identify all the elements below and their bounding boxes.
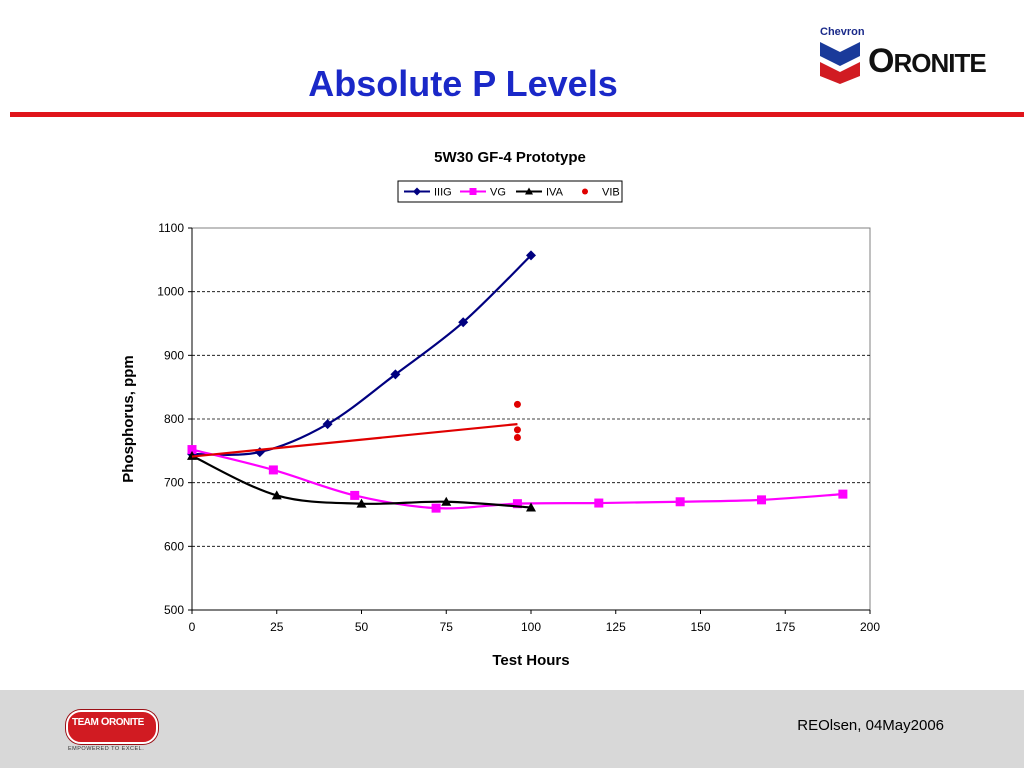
team-wordmark: TEAM ORONITE [72,716,144,728]
legend-label-vg: VG [490,187,506,199]
x-tick-label: 175 [775,620,795,634]
y-tick-label: 500 [164,603,184,617]
y-tick-label: 900 [164,348,184,362]
chevron-icon [819,42,861,84]
point-vg [187,445,197,455]
point-iva [441,496,452,506]
chevron-wordmark: Chevron [820,26,865,38]
x-tick-label: 100 [521,620,541,634]
legend-label-vib: VIB [602,187,620,199]
point-iva [526,502,536,512]
chevron-oronite-logo: Chevron ORONITE [818,26,1008,86]
oronite-initial: O [868,42,894,80]
x-tick-label: 75 [440,620,454,634]
team-oronite-logo: TEAM ORONITE EMPOWERED TO EXCEL. [66,710,162,754]
x-tick-label: 0 [189,620,196,634]
legend-box [397,180,623,203]
point-iiig [526,250,536,261]
point-vib [513,400,521,408]
footer-band [0,690,1024,768]
point-vg [838,489,848,499]
y-tick-label: 800 [164,412,184,426]
x-axis-label: Test Hours [492,652,569,669]
y-axis-label: Phosphorus, ppm [120,355,137,483]
point-iiig [322,419,333,430]
point-iva [271,490,282,500]
y-tick-label: 1000 [157,285,184,299]
y-tick-label: 600 [164,539,184,553]
team-tagline: EMPOWERED TO EXCEL. [68,746,145,752]
chart: 5W30 GF-4 Prototype 500 600 700 800 900 1000 11… [100,140,920,675]
oronite-wordmark: ORONITE [868,42,987,82]
legend-marker-iva [525,187,533,195]
point-vg [512,499,522,509]
point-vg [350,490,360,500]
chart-title: 5W30 GF-4 Prototype [434,149,586,166]
team-oronite-rest: RONITE [108,717,144,728]
team-oronite-initial: O [100,716,110,728]
point-vg [757,495,767,505]
point-vib [513,433,521,441]
x-tick-label: 125 [606,620,626,634]
team-word: TEAM [72,717,99,728]
point-vg [675,497,685,507]
legend-label-iiig: IIIG [434,187,452,199]
x-tick-label: 200 [860,620,880,634]
y-tick-label: 700 [164,476,184,490]
legend-marker-iiig [413,187,421,196]
legend-label-iva: IVA [546,187,564,199]
point-iva [356,498,367,508]
y-tick-label: 1100 [158,221,184,235]
x-tick-label: 50 [355,620,369,634]
title-divider [10,112,1024,117]
footer-credit: REOlsen, 04May2006 [797,717,944,734]
point-vg [594,498,604,508]
x-tick-label: 25 [270,620,284,634]
slide-title: Absolute P Levels [308,63,618,104]
point-vg [431,503,441,513]
x-tick-label: 150 [690,620,710,634]
point-iva [187,450,197,460]
oronite-rest: RONITE [893,48,986,78]
chart-svg: 5W30 GF-4 Prototype500600700800900100011… [120,149,880,669]
legend-marker-vib [582,188,588,195]
point-iiig [458,317,469,328]
legend-marker-vg [469,188,477,195]
series-line-trend [191,422,518,458]
point-iiig [390,369,401,380]
team-pill [66,710,158,744]
point-vg [268,465,278,475]
point-vib [513,426,521,434]
